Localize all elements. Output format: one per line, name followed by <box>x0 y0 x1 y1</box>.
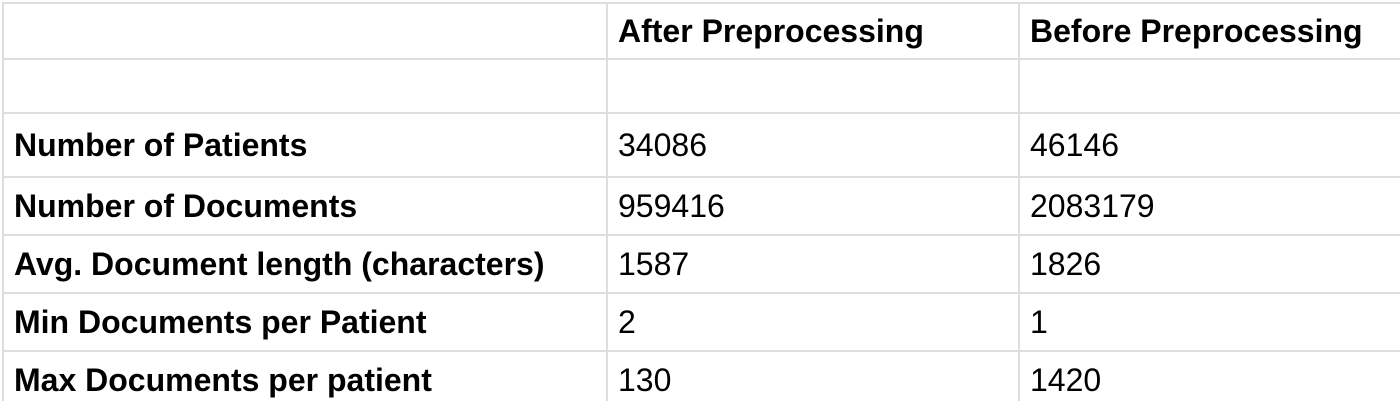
empty-cell[interactable] <box>2 58 608 114</box>
row-label[interactable]: Max Documents per patient <box>2 350 608 401</box>
after-value-cell[interactable]: 34086 <box>606 112 1020 178</box>
before-value-cell[interactable]: 2083179 <box>1018 176 1400 236</box>
table-row: Number of Patients 34086 46146 <box>2 112 1400 178</box>
empty-cell[interactable] <box>1018 58 1400 114</box>
empty-row <box>2 58 1400 114</box>
after-value-cell[interactable]: 2 <box>606 292 1020 352</box>
after-value-cell[interactable]: 1587 <box>606 234 1020 294</box>
header-before-preprocessing[interactable]: Before Preprocessing <box>1018 2 1400 60</box>
row-label[interactable]: Number of Patients <box>2 112 608 178</box>
row-label[interactable]: Number of Documents <box>2 176 608 236</box>
header-cell-empty[interactable] <box>2 2 608 60</box>
row-label[interactable]: Avg. Document length (characters) <box>2 234 608 294</box>
header-after-preprocessing[interactable]: After Preprocessing <box>606 2 1020 60</box>
after-value-cell[interactable]: 130 <box>606 350 1020 401</box>
table-row: Min Documents per Patient 2 1 <box>2 292 1400 352</box>
table-row: Number of Documents 959416 2083179 <box>2 176 1400 236</box>
before-value-cell[interactable]: 46146 <box>1018 112 1400 178</box>
before-value-cell[interactable]: 1420 <box>1018 350 1400 401</box>
after-value-cell[interactable]: 959416 <box>606 176 1020 236</box>
before-value-cell[interactable]: 1826 <box>1018 234 1400 294</box>
table-row: Max Documents per patient 130 1420 <box>2 350 1400 401</box>
row-label[interactable]: Min Documents per Patient <box>2 292 608 352</box>
table-row: Avg. Document length (characters) 1587 1… <box>2 234 1400 294</box>
before-value-cell[interactable]: 1 <box>1018 292 1400 352</box>
empty-cell[interactable] <box>606 58 1020 114</box>
header-row: After Preprocessing Before Preprocessing <box>2 2 1400 60</box>
